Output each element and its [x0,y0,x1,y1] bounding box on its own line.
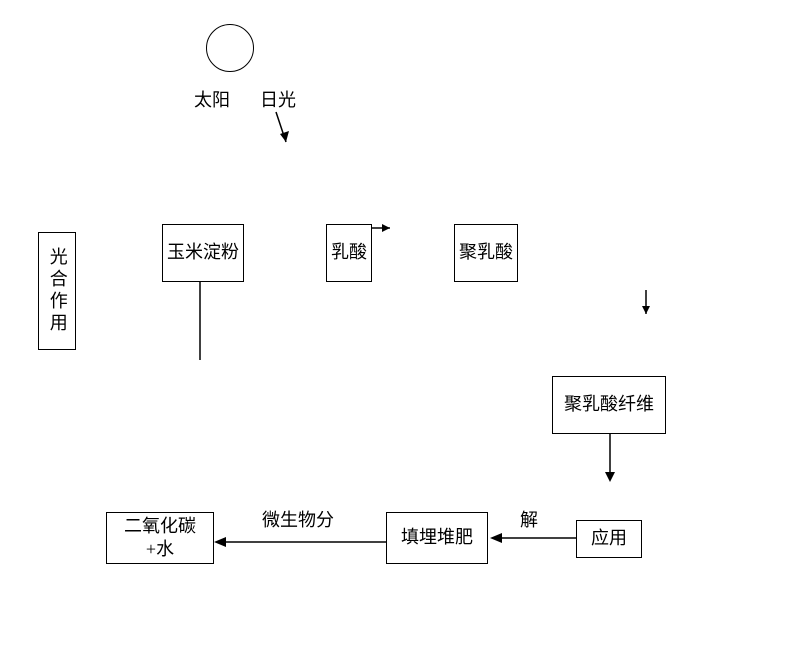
sun-label-left: 太阳 [194,86,230,112]
sun-label-right: 日光 [260,86,296,112]
arrow-pla-to-fiber [640,290,660,330]
node-pla-fiber: 聚乳酸纤维 [552,376,666,434]
node-polylactic-acid: 聚乳酸 [454,224,518,282]
node-application: 应用 [576,520,642,558]
label-microbial: 微生物分 [262,506,334,532]
arrow-application-to-landfill [490,530,576,546]
node-landfill-compost: 填埋堆肥 [386,512,488,564]
node-lactic-acid: 乳酸 [326,224,372,282]
node-landfill-compost-label: 填埋堆肥 [401,526,473,549]
node-lactic-acid-label: 乳酸 [331,241,367,264]
node-co2-water-label: 二氧化碳+水 [111,515,209,562]
node-photosynthesis: 光合作用 [38,232,76,350]
node-corn-starch-label: 玉米淀粉 [167,241,239,264]
line-starch-stub [198,282,202,360]
node-application-label: 应用 [591,527,627,550]
arrow-landfill-to-co2 [214,534,386,550]
node-polylactic-acid-label: 聚乳酸 [459,241,513,264]
arrow-sun-to-starch [272,112,292,172]
node-co2-water: 二氧化碳+水 [106,512,214,564]
arrow-fiber-to-application [604,434,620,490]
label-decompose: 解 [520,506,538,532]
sun-icon [206,24,254,72]
node-photosynthesis-label: 光合作用 [45,247,68,335]
arrow-lactic-out [372,222,402,238]
node-pla-fiber-label: 聚乳酸纤维 [564,393,654,416]
node-corn-starch: 玉米淀粉 [162,224,244,282]
